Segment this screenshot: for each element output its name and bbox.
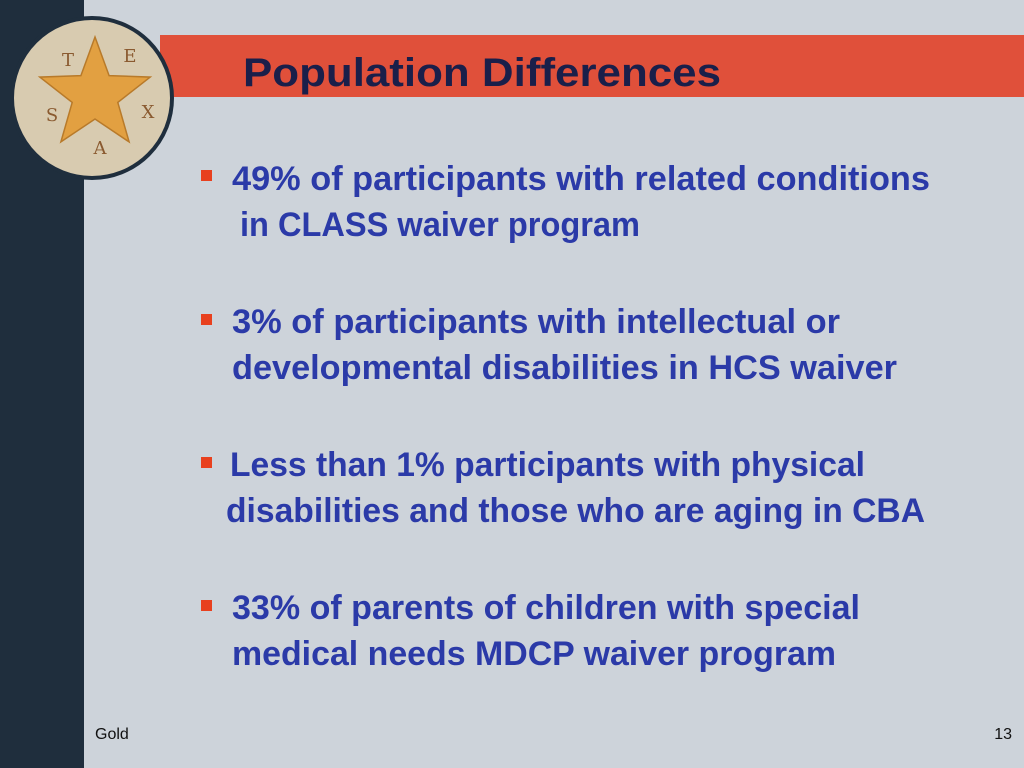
logo-letter: S [46, 105, 58, 126]
bullet-text: 3% of participants with intellectual or [232, 303, 840, 341]
bullet-text: 33% of parents of children with special [232, 589, 860, 627]
bullet-text: 49% of participants with related conditi… [232, 160, 930, 198]
bullet-marker [201, 600, 212, 611]
bullet-marker [201, 170, 212, 181]
bullet-marker [201, 314, 212, 325]
logo-letter: X [142, 102, 155, 123]
bullet-text: Less than 1% participants with physical [230, 446, 865, 484]
bullet-text: in CLASS waiver program [240, 206, 640, 244]
logo-letter: A [93, 138, 108, 159]
logo-star [37, 34, 153, 144]
logo-letter: E [123, 46, 136, 67]
bullet-text: developmental disabilities in HCS waiver [232, 349, 897, 387]
bullet-text: disabilities and those who are aging in … [226, 492, 925, 530]
bullet-marker [201, 457, 212, 468]
bullet-text: medical needs MDCP waiver program [232, 635, 836, 673]
footer-left: Gold [95, 726, 129, 743]
title-band [160, 35, 1024, 97]
page-number: 13 [994, 726, 1012, 743]
slide-title: Population Differences [243, 51, 721, 95]
logo-letter: T [62, 50, 74, 71]
